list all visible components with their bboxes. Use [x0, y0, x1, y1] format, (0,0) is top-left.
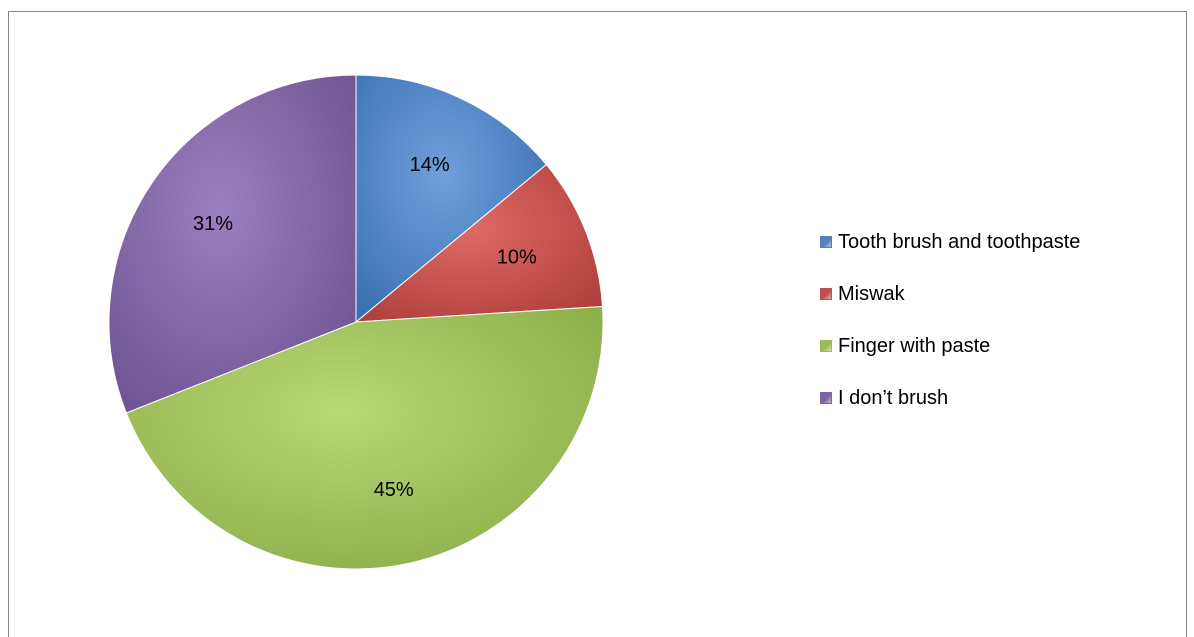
legend-label: Miswak — [838, 282, 905, 305]
legend-label: Finger with paste — [838, 334, 991, 357]
legend-label: I don’t brush — [838, 386, 949, 409]
slice-label-miswak: 10% — [497, 247, 537, 269]
slice-dont-brush — [108, 74, 357, 414]
slice-label-dont-brush: 31% — [193, 213, 233, 235]
slice-label-tooth-brush: 14% — [410, 154, 450, 176]
legend-swatch — [820, 392, 832, 404]
legend-item-miswak: Miswak — [820, 283, 1180, 305]
legend: Tooth brush and toothpaste Miswak Finger… — [820, 231, 1180, 439]
slice-finger-with-paste — [125, 305, 604, 570]
legend-item-tooth-brush: Tooth brush and toothpaste — [820, 231, 1180, 253]
legend-swatch — [820, 236, 832, 248]
legend-swatch — [820, 340, 832, 352]
slice-tooth-brush — [355, 74, 548, 324]
legend-label: Tooth brush and toothpaste — [838, 230, 1081, 253]
slice-label-finger-with-paste: 45% — [374, 479, 414, 501]
legend-item-dont-brush: I don’t brush — [820, 387, 1180, 409]
slice-miswak — [354, 163, 604, 323]
legend-item-finger-with-paste: Finger with paste — [820, 335, 1180, 357]
legend-swatch — [820, 288, 832, 300]
